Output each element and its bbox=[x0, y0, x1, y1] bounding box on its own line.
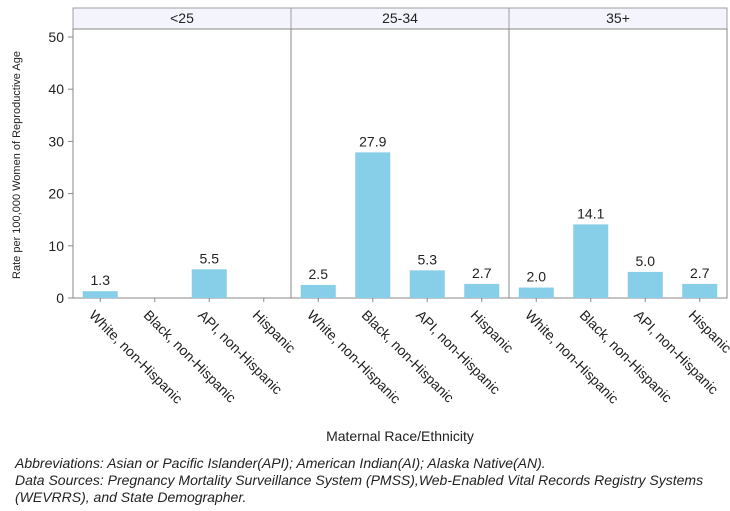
data-label: 5.5 bbox=[200, 250, 220, 266]
panel-title: <25 bbox=[170, 10, 194, 26]
y-axis: 0 10 20 30 40 50 bbox=[48, 29, 73, 306]
x-tick-label: Hispanic bbox=[686, 307, 730, 356]
bar-35-api-non-hispanic bbox=[627, 271, 663, 298]
bar-35-white-non-hispanic bbox=[518, 287, 554, 298]
bar-25-api-non-hispanic bbox=[191, 269, 227, 298]
x-tick-label: Black, non-Hispanic bbox=[577, 307, 676, 406]
data-label: 27.9 bbox=[359, 133, 386, 149]
bar-25-34-black-non-hispanic bbox=[355, 152, 391, 298]
y-axis-title: Rate per 100,000 Women of Reproductive A… bbox=[11, 51, 23, 279]
data-label: 1.3 bbox=[91, 272, 111, 288]
panel-title: 35+ bbox=[606, 10, 630, 26]
panel-frame bbox=[72, 28, 292, 299]
data-label: 2.5 bbox=[309, 266, 329, 282]
bar-25-white-non-hispanic bbox=[82, 291, 118, 298]
y-tick-label: 20 bbox=[48, 186, 64, 202]
x-tick-label: Hispanic bbox=[250, 307, 299, 356]
data-label: 5.3 bbox=[418, 251, 438, 267]
bar-25-34-hispanic bbox=[464, 283, 500, 298]
y-tick-label: 0 bbox=[56, 290, 64, 306]
bar-25-34-api-non-hispanic bbox=[409, 270, 445, 298]
data-label: 5.0 bbox=[636, 253, 656, 269]
y-tick-label: 50 bbox=[48, 29, 64, 45]
x-tick-label: Black, non-Hispanic bbox=[141, 307, 240, 406]
x-tick-label: White, non-Hispanic bbox=[86, 307, 186, 407]
y-tick-label: 10 bbox=[48, 238, 64, 254]
bar-35-hispanic bbox=[682, 283, 718, 298]
x-axis-title: Maternal Race/Ethnicity bbox=[326, 428, 474, 444]
y-tick-label: 30 bbox=[48, 133, 64, 149]
bar-35-black-non-hispanic bbox=[573, 224, 609, 298]
panel-title: 25-34 bbox=[382, 10, 418, 26]
x-tick-label: Hispanic bbox=[468, 307, 517, 356]
x-tick-label: White, non-Hispanic bbox=[304, 307, 404, 407]
data-label: 2.0 bbox=[527, 269, 547, 285]
panel-frame bbox=[508, 28, 728, 299]
abbreviations-note: Abbreviations: Asian or Pacific Islander… bbox=[15, 455, 546, 471]
panel-frame bbox=[290, 28, 510, 299]
x-tick-label: Black, non-Hispanic bbox=[359, 307, 458, 406]
bar-25-34-white-non-hispanic bbox=[300, 284, 336, 298]
panel-35: 35+ 2.0 White, non-Hispanic 14.1 Black, non-… bbox=[508, 7, 730, 407]
y-tick-label: 40 bbox=[48, 81, 64, 97]
data-label: 14.1 bbox=[577, 205, 604, 221]
panel-25-34: 25-34 2.5 White, non-Hispanic 27.9 Black, no… bbox=[290, 7, 517, 407]
data-label: 2.7 bbox=[690, 265, 710, 281]
data-sources-note: Data Sources: Pregnancy Mortality Survei… bbox=[15, 472, 704, 505]
data-label: 2.7 bbox=[472, 265, 492, 281]
x-tick-label: White, non-Hispanic bbox=[522, 307, 622, 407]
footnote: Abbreviations: Asian or Pacific Islander… bbox=[15, 455, 720, 506]
